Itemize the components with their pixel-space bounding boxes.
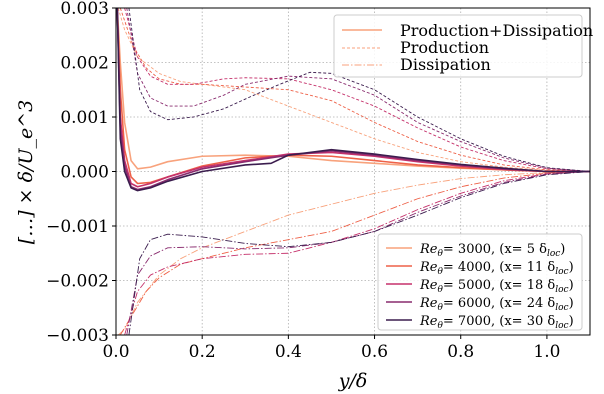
series-4-production-line [126,8,590,172]
series-5-production-line [128,8,590,172]
series-1-dissipation-line [117,171,590,335]
y-axis-label: […] × δ/U_e^3 [15,100,37,244]
series-legend-label-1: Reθ= 3000, (x= 5 δloc) [419,242,565,259]
series-2-production-line [119,8,590,172]
legend-label-production: Production [400,38,489,57]
series-3-production-line [124,8,590,172]
y-tick-label: 0.002 [60,54,109,74]
x-tick-label: 0.8 [447,342,474,362]
series-legend-label-4: Reθ= 6000, (x= 24 δloc) [419,296,574,313]
series-2-sum-line [116,8,590,185]
x-tick-label: 0.4 [275,342,302,362]
x-tick-label: 1.0 [533,342,560,362]
series-legend: Reθ= 3000, (x= 5 δloc)Reθ= 4000, (x= 11 … [377,233,583,331]
x-tick-label: 0.6 [361,342,388,362]
series-2-dissipation-line [119,171,590,335]
series-3-dissipation-line [124,171,590,335]
y-tick-label: −0.001 [46,217,109,237]
x-tick-label: 0.0 [102,342,129,362]
series-legend-label-3: Reθ= 5000, (x= 18 δloc) [419,278,574,295]
series-1-production-line [117,8,590,172]
x-axis-label: y/δ [338,370,368,392]
y-tick-label: 0.003 [60,0,109,19]
series-4-dissipation-line [126,171,590,335]
x-tick-label: 0.2 [189,342,216,362]
y-tick-label: −0.002 [46,272,109,292]
series-lines [116,8,590,335]
legend-label-sum: Production+Dissipation [400,21,593,40]
y-tick-label: 0.001 [60,108,109,128]
y-tick-label: 0.000 [60,163,109,183]
series-5-dissipation-line [128,171,590,335]
series-legend-label-5: Reθ= 7000, (x= 30 δloc) [419,314,574,331]
series-3-sum-line [116,8,590,188]
series-5-sum-line [116,8,590,192]
series-legend-label-2: Reθ= 4000, (x= 11 δloc) [419,260,574,277]
y-tick-label: −0.003 [46,326,109,346]
style-legend: Production+Dissipation Production Dissip… [333,14,593,78]
ticks: 0.0 0.2 0.4 0.6 0.8 1.0 −0.003 −0.002 −0.001 0.00… [46,0,560,362]
legend-label-dissipation: Dissipation [400,55,491,74]
